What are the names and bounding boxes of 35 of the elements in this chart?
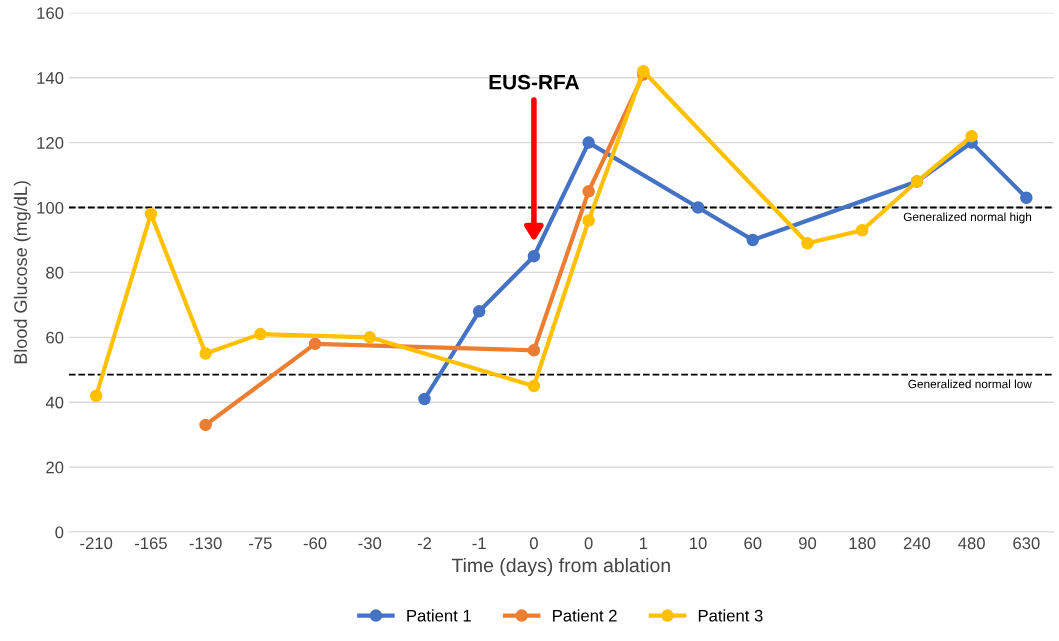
x-tick-label: 1 — [639, 537, 648, 549]
x-tick-label: 10 — [690, 537, 707, 550]
annotation: EUS-RFA — [489, 74, 580, 90]
x-tick-label: -75 — [249, 537, 272, 550]
x-tick-label: 90 — [799, 537, 817, 550]
x-tick-label: 180 — [849, 537, 876, 550]
y-tick-label: 120 — [37, 137, 64, 149]
x-tick-label: 240 — [903, 537, 931, 550]
y-tick-label: 40 — [45, 396, 64, 409]
ref-line-label: Generalized normal low — [908, 379, 1032, 389]
x-tick-label: -60 — [303, 537, 327, 550]
x-tick-label: -130 — [189, 537, 222, 550]
y-axis-title: Blood Glucose (mg/dL) — [13, 181, 31, 364]
x-tick-label: 0 — [529, 537, 538, 550]
y-tick-label: 140 — [37, 72, 64, 84]
ref-line-label: Generalized normal high — [903, 212, 1032, 224]
legend-label: Patient 2 — [553, 609, 617, 622]
legend-label: Patient 1 — [407, 609, 471, 622]
y-tick-label: 0 — [55, 526, 64, 539]
x-tick-label: 0 — [584, 537, 593, 550]
x-tick-label: -2 — [417, 537, 432, 549]
x-axis-title: Time (days) from ablation — [451, 557, 670, 577]
y-tick-label: 80 — [46, 266, 64, 279]
y-tick-label: 20 — [46, 461, 64, 474]
x-tick-label: 630 — [1013, 537, 1040, 550]
y-tick-label: 160 — [37, 7, 64, 20]
legend-label: Patient 3 — [698, 609, 763, 622]
x-tick-label: 60 — [744, 537, 762, 550]
x-tick-label: -165 — [134, 537, 167, 550]
y-tick-label: 100 — [37, 201, 64, 214]
y-tick-label: 60 — [46, 331, 64, 344]
x-tick-label: 480 — [958, 537, 985, 550]
x-tick-label: -1 — [472, 537, 486, 549]
x-tick-label: -210 — [80, 537, 113, 550]
x-tick-label: -30 — [358, 537, 382, 550]
